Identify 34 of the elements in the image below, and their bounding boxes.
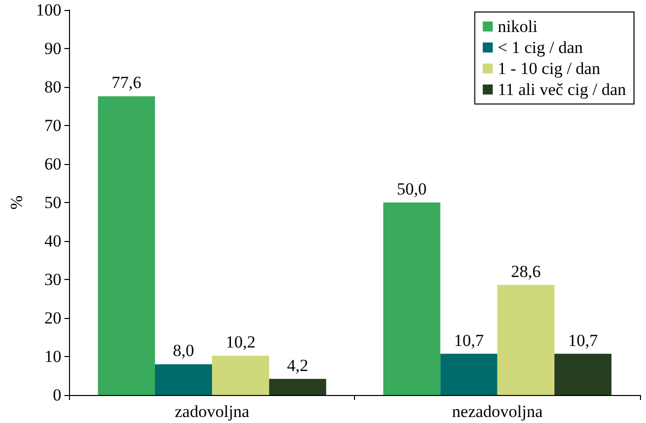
y-tick-label: 70 xyxy=(44,116,62,135)
data-label: 8,0 xyxy=(172,341,194,360)
legend-label: < 1 cig / dan xyxy=(498,38,584,57)
legend-label: 1 - 10 cig / dan xyxy=(498,59,601,78)
x-tick-label: zadovoljna xyxy=(174,402,250,421)
bar xyxy=(497,284,554,395)
data-label: 10,7 xyxy=(454,330,484,350)
bar xyxy=(554,354,612,395)
y-tick-label: 20 xyxy=(44,308,62,328)
y-tick-label: 30 xyxy=(44,270,62,289)
bar xyxy=(212,356,270,395)
y-tick-label: 60 xyxy=(44,154,62,174)
y-axis-title: % xyxy=(7,195,26,210)
data-label: 10,7 xyxy=(568,330,598,350)
y-tick-label: 40 xyxy=(44,232,62,250)
data-label: 50,0 xyxy=(396,180,427,198)
bar xyxy=(440,354,498,395)
bar xyxy=(269,378,326,395)
bar xyxy=(98,96,155,395)
data-label: 28,6 xyxy=(511,262,541,281)
bar xyxy=(154,364,212,395)
data-label: 77,6 xyxy=(112,73,142,92)
y-tick-label: 0 xyxy=(52,386,62,404)
bar xyxy=(383,202,440,395)
y-tick-label: 50 xyxy=(44,193,62,212)
legend-label: 11 ali več cig / dan xyxy=(498,80,626,99)
y-tick-label: 80 xyxy=(44,78,62,96)
legend-label: nikoli xyxy=(498,17,538,36)
data-label: 4,2 xyxy=(287,356,308,375)
y-tick-label: 90 xyxy=(44,39,62,58)
data-label: 10,2 xyxy=(226,332,256,352)
y-tick-label: 10 xyxy=(44,347,62,366)
x-tick-label: nezadovoljna xyxy=(452,402,544,421)
y-tick-label: 100 xyxy=(36,0,62,20)
